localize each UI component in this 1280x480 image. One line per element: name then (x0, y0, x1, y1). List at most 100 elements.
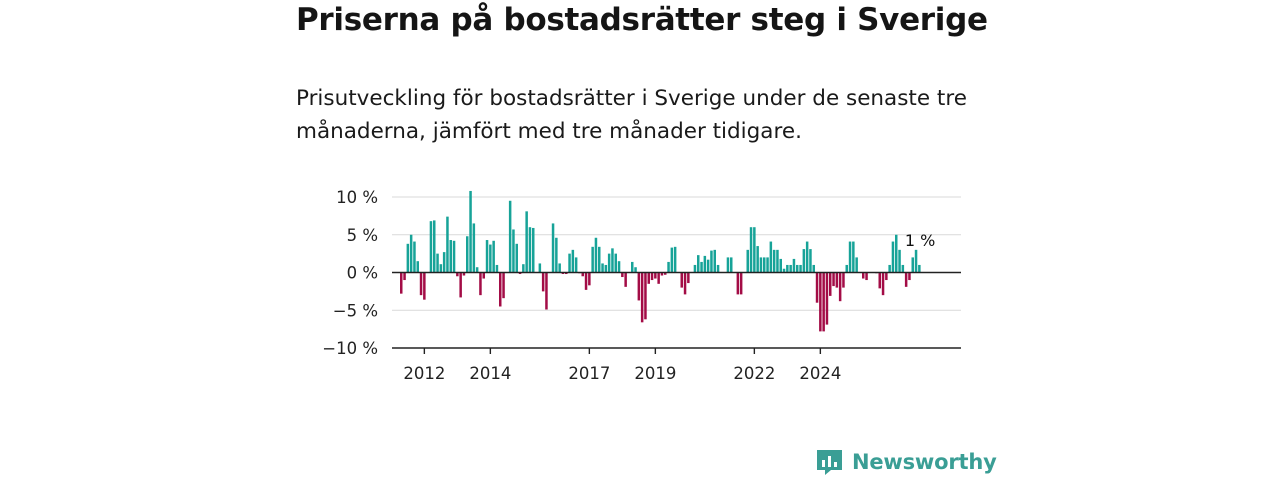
bar (452, 240, 456, 273)
bar (815, 272, 819, 303)
bar (538, 263, 542, 273)
bar (796, 264, 799, 273)
bar (825, 272, 829, 325)
bar (713, 249, 716, 273)
bar (456, 272, 459, 277)
bar (726, 257, 730, 273)
bar (766, 257, 769, 273)
bar (650, 272, 654, 281)
bar-chart: 10 % 5 % 0 % −5 % −10 % 2012 2014 2017 2019 2022… (322, 188, 961, 383)
bar (835, 272, 839, 288)
bar (832, 272, 835, 287)
bar (634, 267, 637, 273)
bar (660, 272, 664, 276)
bar (472, 223, 476, 273)
bar (855, 257, 858, 273)
bar (829, 272, 832, 296)
bar (878, 272, 881, 289)
bar (449, 240, 452, 273)
bar (502, 272, 505, 299)
y-tick-label: −10 % (322, 339, 378, 358)
bar (756, 246, 759, 273)
x-tick-label: 2014 (469, 364, 511, 383)
bar (895, 234, 898, 273)
bar (687, 272, 690, 284)
bar (881, 272, 885, 296)
bar (558, 263, 561, 273)
bar (617, 261, 621, 273)
bar (822, 272, 825, 332)
bar (852, 241, 855, 273)
bar (624, 272, 627, 287)
bar (654, 272, 657, 279)
bar (799, 264, 802, 273)
bar (525, 211, 528, 273)
y-tick-label: −5 % (333, 301, 378, 320)
bar (697, 255, 700, 273)
bar (403, 272, 406, 281)
y-tick-label: 10 % (336, 188, 378, 207)
bar (805, 241, 809, 273)
bar (749, 227, 753, 273)
bars (400, 190, 921, 332)
bar (574, 257, 578, 273)
bar (485, 240, 489, 273)
y-axis-labels: 10 % 5 % 0 % −5 % −10 % (322, 188, 378, 358)
bar (739, 272, 743, 295)
bar (515, 243, 518, 273)
bar (673, 246, 677, 273)
bar (528, 227, 532, 273)
bar (703, 255, 707, 273)
bar (551, 223, 555, 273)
bar (644, 272, 647, 320)
bar (759, 257, 763, 273)
bar (462, 272, 466, 276)
bar (482, 272, 485, 279)
bar (885, 272, 888, 281)
bar (637, 272, 641, 301)
bar (789, 264, 792, 273)
bar (419, 272, 423, 296)
bar (446, 216, 449, 273)
bar (621, 272, 624, 278)
chart-subtitle: Prisutveckling för bostadsrätter i Sveri… (296, 86, 967, 144)
bar (423, 272, 426, 300)
y-tick-label: 0 % (347, 264, 378, 283)
x-tick-label: 2024 (799, 364, 841, 383)
bar (598, 246, 601, 273)
bar (409, 234, 413, 273)
newsworthy-logo-icon (817, 449, 842, 475)
bar (499, 272, 502, 307)
bar (667, 261, 670, 273)
bar (914, 249, 918, 273)
chart-title: Priserna på bostadsrätter steg i Sverige (296, 2, 988, 38)
bar (746, 249, 749, 273)
bar (819, 272, 822, 332)
bar (400, 272, 403, 294)
bar (442, 252, 446, 273)
brand-name: Newsworthy (852, 450, 997, 474)
bar (898, 249, 901, 273)
bar (588, 272, 591, 286)
bar (436, 253, 439, 273)
bar (845, 264, 848, 273)
bar (495, 264, 499, 273)
last-value-label: 1 % (905, 231, 935, 250)
x-tick-label: 2017 (568, 364, 610, 383)
bar (416, 261, 419, 273)
bar (772, 249, 776, 273)
bar (786, 264, 789, 273)
bar (664, 272, 667, 275)
bar (469, 190, 472, 273)
bar (683, 272, 687, 295)
x-tick-label: 2019 (634, 364, 676, 383)
bar (571, 249, 575, 273)
bar (782, 268, 786, 273)
bar (812, 264, 815, 273)
bar (769, 241, 773, 273)
bar (532, 227, 535, 273)
bar (700, 261, 703, 273)
bar (776, 249, 779, 273)
bar (809, 249, 812, 273)
bar (779, 258, 782, 273)
